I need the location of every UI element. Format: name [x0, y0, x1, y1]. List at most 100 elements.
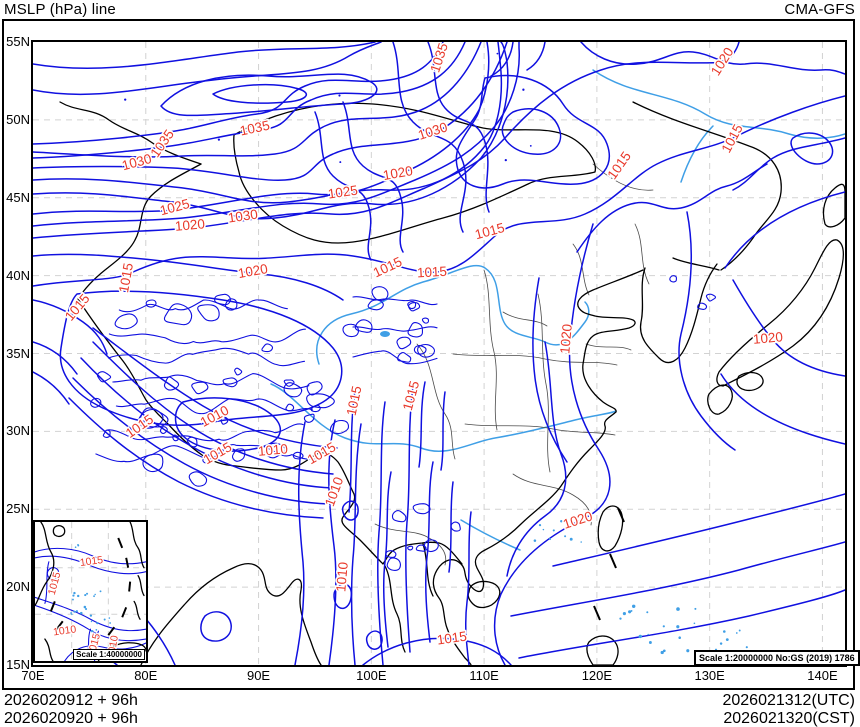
contour-dot — [529, 145, 532, 147]
inset-island-dot — [80, 611, 83, 615]
inset-island-dot — [71, 613, 73, 616]
island-dot — [622, 612, 626, 616]
inset-island-dot — [109, 622, 112, 624]
contour-label: 1020 — [557, 323, 575, 354]
contour-label: 1020 — [752, 329, 783, 347]
island-dot — [693, 622, 696, 625]
lat-tick-label: 55N — [6, 34, 30, 49]
noise-contour — [412, 503, 431, 515]
noise-contour — [214, 293, 232, 306]
contour-label: 1025 — [327, 183, 359, 202]
island-dot — [676, 625, 680, 629]
lat-tick-label: 50N — [6, 111, 30, 127]
island-dot — [571, 525, 573, 528]
inset-island-dot — [90, 620, 93, 623]
island-dot — [628, 610, 632, 614]
island-dot — [638, 634, 643, 639]
noise-contour — [407, 545, 414, 551]
contour-dot — [496, 52, 499, 55]
russia-kazakh-border — [59, 101, 202, 165]
inset-island-dot — [77, 544, 79, 546]
island-dot — [660, 650, 664, 655]
contour-label: 1015 — [62, 291, 93, 324]
contour-label: 1020 — [237, 261, 269, 281]
contour-label: 1015 — [473, 220, 506, 242]
lat-tick-label: 25N — [6, 501, 30, 517]
contour-label: 1020 — [561, 508, 594, 532]
noise-contour — [142, 453, 164, 473]
noise-contour — [407, 301, 417, 310]
island-dot — [738, 629, 741, 632]
nine-dash-line — [593, 507, 625, 621]
inset-island-dot — [99, 590, 102, 593]
noise-contour — [303, 413, 315, 423]
noise-contour — [397, 352, 412, 363]
island-dot — [646, 611, 649, 614]
noise-contour — [191, 381, 209, 395]
rivers-layer — [270, 69, 845, 551]
noise-contour — [386, 557, 401, 571]
lat-tick-label: 20N — [6, 579, 30, 595]
noise-contour — [407, 321, 424, 338]
noise-contour — [220, 416, 229, 425]
footer-valid-cst: 2026021320(CST) — [723, 710, 855, 727]
island-dot — [538, 523, 542, 527]
noise-contour — [231, 448, 246, 462]
noise-contour — [283, 379, 295, 387]
noise-contour — [669, 275, 677, 283]
amur-river — [592, 69, 845, 139]
inset-nine-dash-line — [49, 537, 132, 636]
noise-contour — [90, 397, 102, 408]
island-dot — [552, 529, 555, 532]
isobars-layer — [33, 42, 845, 665]
noise-contour — [705, 293, 717, 302]
inset-contour-label: 1015 — [47, 571, 64, 596]
noise-contour — [413, 345, 427, 355]
contour-dot — [504, 158, 507, 162]
island-dot — [580, 541, 582, 543]
inset-island-dot — [70, 612, 72, 614]
lon-tick-label: 130E — [694, 668, 725, 683]
inset-contour-label: 1015 — [79, 555, 104, 569]
noise-contour — [118, 299, 288, 313]
contour-label: 1025 — [158, 196, 191, 218]
contour-label: 1015 — [116, 262, 136, 294]
contour-label: 1020 — [382, 163, 414, 183]
map-frame: 1035 1030 1025 1020 1020 1015 1015 1035 1035 1030… — [31, 40, 847, 667]
inset-island-dot — [72, 598, 74, 601]
coastlines-layer — [59, 101, 845, 665]
island-dot — [630, 609, 633, 612]
lon-tick-label: 140E — [807, 668, 838, 683]
contour-label: 1035 — [239, 118, 272, 139]
inset-island-dot — [84, 607, 88, 611]
noise-contour — [450, 521, 461, 532]
contour-label: 1015 — [344, 385, 365, 418]
inset-island-dot — [90, 630, 94, 633]
noise-contour — [329, 419, 350, 435]
taiwan-island — [597, 505, 624, 552]
island-dot — [619, 617, 622, 620]
noise-contour — [114, 313, 138, 330]
noise-contour — [354, 319, 373, 333]
noise-contour — [421, 317, 430, 324]
india-myanmar-coast — [140, 563, 322, 665]
lon-tick-label: 90E — [246, 668, 271, 683]
noise-contour — [310, 404, 321, 413]
noise-contour — [261, 343, 274, 353]
island-dots-layer — [124, 52, 748, 655]
island-dot — [569, 537, 573, 541]
contour-dot — [124, 98, 127, 101]
island-dot — [542, 528, 545, 531]
pearl-river — [460, 519, 521, 551]
noise-contour — [385, 550, 397, 558]
contour-label: 1015 — [400, 379, 422, 412]
inset-island-dot — [72, 594, 75, 597]
china-coast — [432, 269, 644, 665]
inset-island-dot — [74, 546, 77, 549]
noise-contour — [423, 539, 439, 553]
contour-label: 1015 — [436, 629, 468, 648]
contour-dot — [217, 138, 221, 141]
island-dot — [662, 649, 666, 653]
lon-tick-label: 120E — [581, 668, 613, 683]
